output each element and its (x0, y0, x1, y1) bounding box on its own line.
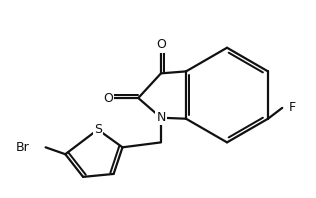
Text: O: O (156, 38, 166, 51)
Text: F: F (289, 101, 296, 114)
Text: Br: Br (16, 141, 30, 154)
Text: N: N (156, 111, 166, 124)
Text: S: S (94, 123, 102, 136)
Text: O: O (103, 91, 112, 105)
